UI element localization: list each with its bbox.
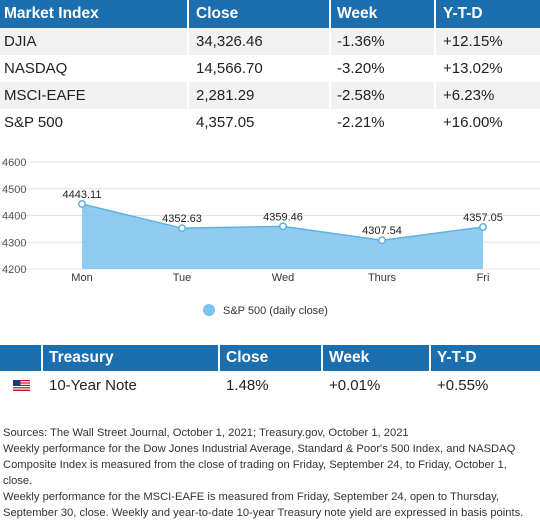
data-point xyxy=(78,200,86,208)
index-close: 34,326.46 xyxy=(189,28,331,55)
data-point xyxy=(479,223,487,231)
footnotes: Sources: The Wall Street Journal, Octobe… xyxy=(3,425,538,521)
sources-note: Sources: The Wall Street Journal, Octobe… xyxy=(3,427,409,439)
header-treasury: Treasury xyxy=(43,345,220,371)
index-week: -3.20% xyxy=(331,55,436,82)
index-name: NASDAQ xyxy=(0,55,189,82)
market-table-header: Market Index Close Week Y-T-D xyxy=(0,0,540,28)
treasury-week: +0.01% xyxy=(323,371,431,399)
legend-marker xyxy=(203,304,215,316)
legend-label: S&P 500 (daily close) xyxy=(223,305,328,317)
x-tick-label: Thurs xyxy=(368,272,397,284)
market-index-table: Market Index Close Week Y-T-D DJIA 34,32… xyxy=(0,0,540,136)
index-week: -1.36% xyxy=(331,28,436,55)
index-close: 4,357.05 xyxy=(189,109,331,136)
header-close: Close xyxy=(189,0,331,28)
index-name: MSCI-EAFE xyxy=(0,82,189,109)
data-label: 4352.63 xyxy=(162,213,202,225)
y-tick-label: 4600 xyxy=(2,157,26,169)
header-market-index: Market Index xyxy=(0,0,189,28)
header-week: Week xyxy=(331,0,436,28)
treasury-close: 1.48% xyxy=(220,371,323,399)
header-flag-spacer xyxy=(0,345,43,371)
index-ytd: +12.15% xyxy=(436,28,540,55)
y-tick-label: 4300 xyxy=(2,237,26,249)
us-flag-icon xyxy=(13,380,30,392)
data-point xyxy=(279,222,287,231)
data-label: 4443.11 xyxy=(63,189,102,201)
msci-eafe-note: Weekly performance for the MSCI-EAFE is … xyxy=(3,491,524,519)
treasury-table-header: Treasury Close Week Y-T-D xyxy=(0,345,540,371)
treasury-table: Treasury Close Week Y-T-D xyxy=(0,345,540,399)
sp500-area xyxy=(82,203,483,269)
index-ytd: +13.02% xyxy=(436,55,540,82)
sp500-area-chart: 4200 4300 4400 4500 4600 4443.11 Mon 4352.63 Tue… xyxy=(0,157,540,317)
data-label: 4357.05 xyxy=(463,212,503,224)
data-point xyxy=(378,236,386,245)
index-ytd: +16.00% xyxy=(436,109,540,136)
index-ytd: +6.23% xyxy=(436,82,540,109)
header-ytd: Y-T-D xyxy=(436,0,540,28)
x-tick-label: Wed xyxy=(272,272,294,284)
header-ytd: Y-T-D xyxy=(431,345,540,371)
table-row: DJIA 34,326.46 -1.36% +12.15% xyxy=(0,28,540,55)
data-label: 4359.46 xyxy=(263,211,303,223)
treasury-name: 10-Year Note xyxy=(43,371,220,399)
index-name: DJIA xyxy=(0,28,189,55)
x-tick-label: Mon xyxy=(71,272,92,284)
index-week: -2.21% xyxy=(331,109,436,136)
header-week: Week xyxy=(323,345,431,371)
y-tick-label: 4200 xyxy=(2,264,26,276)
treasury-ytd: +0.55% xyxy=(431,371,540,399)
y-tick-label: 4400 xyxy=(2,211,26,223)
y-tick-label: 4500 xyxy=(2,184,26,196)
data-point xyxy=(178,224,186,233)
index-name: S&P 500 xyxy=(0,109,189,136)
x-tick-label: Fri xyxy=(477,272,490,284)
table-row: S&P 500 4,357.05 -2.21% +16.00% xyxy=(0,109,540,136)
index-close: 14,566.70 xyxy=(189,55,331,82)
table-row: 10-Year Note 1.48% +0.01% +0.55% xyxy=(0,371,540,399)
table-row: NASDAQ 14,566.70 -3.20% +13.02% xyxy=(0,55,540,82)
data-label: 4307.54 xyxy=(362,225,402,237)
index-close: 2,281.29 xyxy=(189,82,331,109)
weekly-performance-note: Weekly performance for the Dow Jones Ind… xyxy=(3,443,516,487)
table-row: MSCI-EAFE 2,281.29 -2.58% +6.23% xyxy=(0,82,540,109)
header-close: Close xyxy=(220,345,323,371)
x-tick-label: Tue xyxy=(173,272,192,284)
index-week: -2.58% xyxy=(331,82,436,109)
